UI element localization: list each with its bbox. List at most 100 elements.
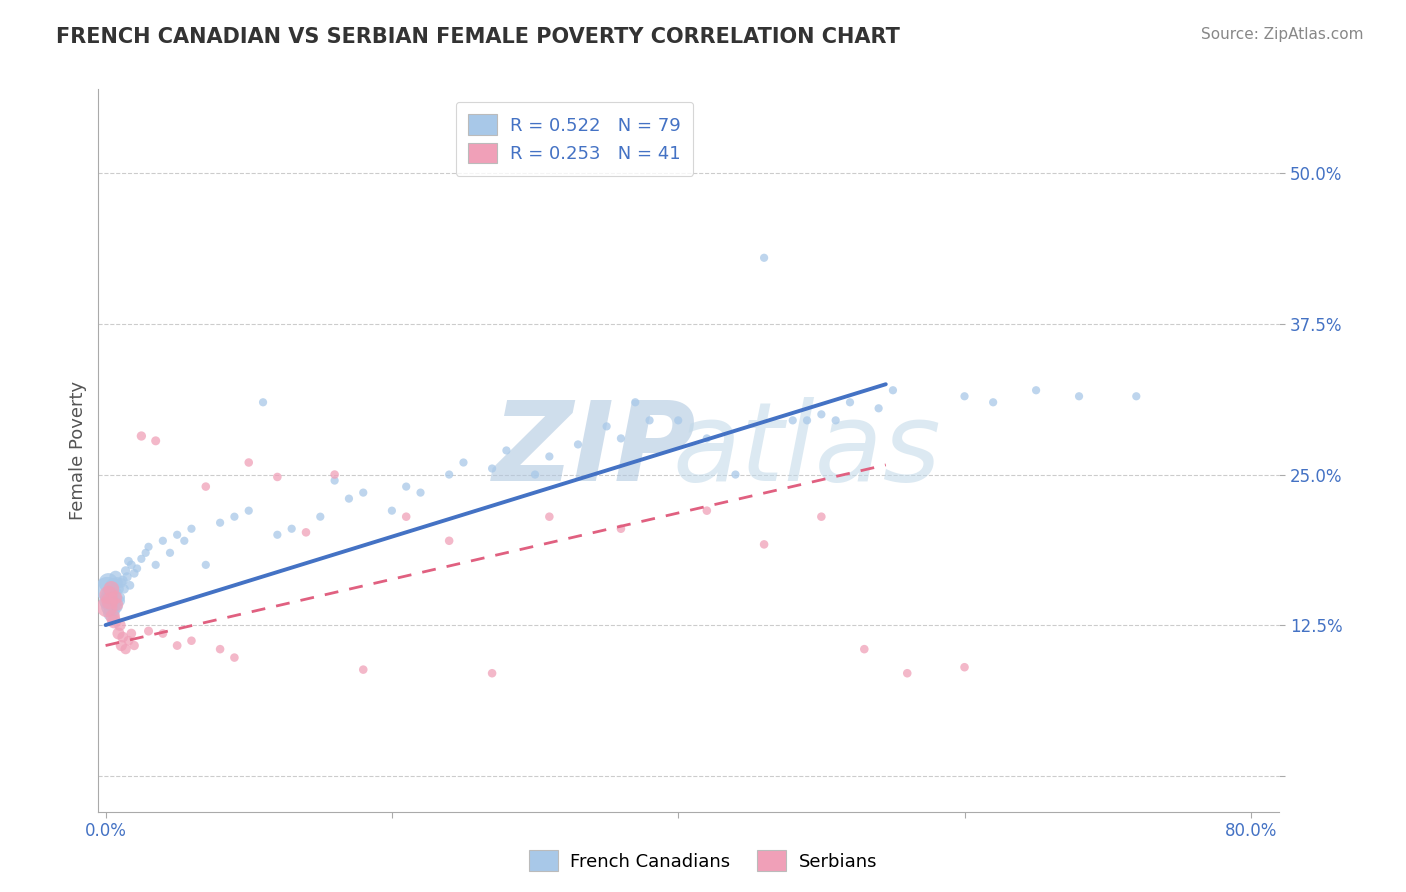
Point (696, 431, 718, 445)
Point (810, 509, 832, 524)
Point (752, 251, 775, 265)
Point (567, 437, 589, 451)
Point (97, 594, 120, 608)
Point (120, 558, 142, 572)
Point (839, 395, 862, 409)
Point (97, 588, 120, 602)
Point (853, 642, 876, 657)
Point (209, 642, 232, 657)
Point (108, 618, 131, 632)
Point (896, 666, 918, 681)
Point (295, 525, 318, 540)
Point (194, 480, 217, 494)
Point (696, 503, 718, 517)
Point (104, 591, 127, 605)
Point (105, 576, 128, 591)
Point (105, 599, 128, 614)
Point (1067, 389, 1090, 403)
Point (524, 467, 547, 482)
Point (481, 461, 503, 475)
Text: atlas: atlas (672, 397, 942, 504)
Point (323, 467, 346, 482)
Point (953, 660, 976, 674)
Point (624, 395, 647, 409)
Point (107, 626, 129, 640)
Point (122, 639, 145, 653)
Text: ZIP: ZIP (492, 397, 696, 504)
Point (100, 606, 122, 620)
Point (1125, 389, 1147, 403)
Point (145, 558, 167, 572)
Point (110, 576, 132, 591)
Point (238, 503, 260, 517)
Point (981, 395, 1004, 409)
Point (131, 429, 153, 443)
Point (752, 537, 775, 551)
Point (114, 642, 136, 657)
Text: FRENCH CANADIAN VS SERBIAN FEMALE POVERTY CORRELATION CHART: FRENCH CANADIAN VS SERBIAN FEMALE POVERT… (56, 27, 900, 46)
Point (110, 639, 132, 653)
Point (117, 554, 139, 568)
Point (266, 527, 288, 541)
Point (538, 450, 561, 464)
Point (159, 546, 181, 560)
Point (138, 624, 160, 639)
Point (352, 485, 374, 500)
Point (381, 503, 404, 517)
Point (266, 470, 288, 484)
Point (101, 598, 124, 612)
Point (638, 413, 661, 427)
Point (610, 431, 633, 445)
Point (824, 413, 846, 427)
Point (108, 594, 131, 608)
Point (453, 455, 475, 469)
Point (101, 578, 124, 592)
Point (125, 561, 148, 575)
Point (280, 522, 302, 536)
Point (152, 626, 174, 640)
Point (98, 588, 121, 602)
Point (103, 615, 125, 629)
Point (252, 395, 274, 409)
Point (224, 509, 246, 524)
Point (238, 455, 260, 469)
Point (103, 594, 125, 608)
Point (98, 594, 121, 608)
Point (118, 578, 141, 592)
Point (309, 509, 332, 524)
Point (166, 527, 188, 541)
Point (104, 570, 127, 584)
Point (209, 516, 232, 530)
Point (395, 509, 418, 524)
Point (595, 419, 617, 434)
Point (352, 663, 374, 677)
Point (882, 383, 904, 397)
Point (953, 389, 976, 403)
Point (104, 585, 127, 599)
Point (796, 413, 818, 427)
Point (97, 576, 120, 591)
Point (495, 443, 517, 458)
Point (111, 574, 134, 588)
Point (481, 666, 503, 681)
Point (96, 599, 118, 614)
Point (538, 509, 561, 524)
Point (101, 585, 124, 599)
Point (103, 602, 125, 616)
Point (437, 533, 460, 548)
Point (122, 566, 145, 581)
Point (173, 533, 195, 548)
Point (131, 551, 153, 566)
Point (395, 480, 418, 494)
Point (135, 546, 157, 560)
Point (810, 407, 832, 421)
Point (145, 434, 167, 448)
Point (111, 630, 134, 644)
Text: Source: ZipAtlas.com: Source: ZipAtlas.com (1201, 27, 1364, 42)
Point (224, 650, 246, 665)
Point (409, 485, 432, 500)
Point (1025, 383, 1047, 397)
Point (610, 522, 633, 536)
Point (114, 564, 136, 578)
Point (323, 474, 346, 488)
